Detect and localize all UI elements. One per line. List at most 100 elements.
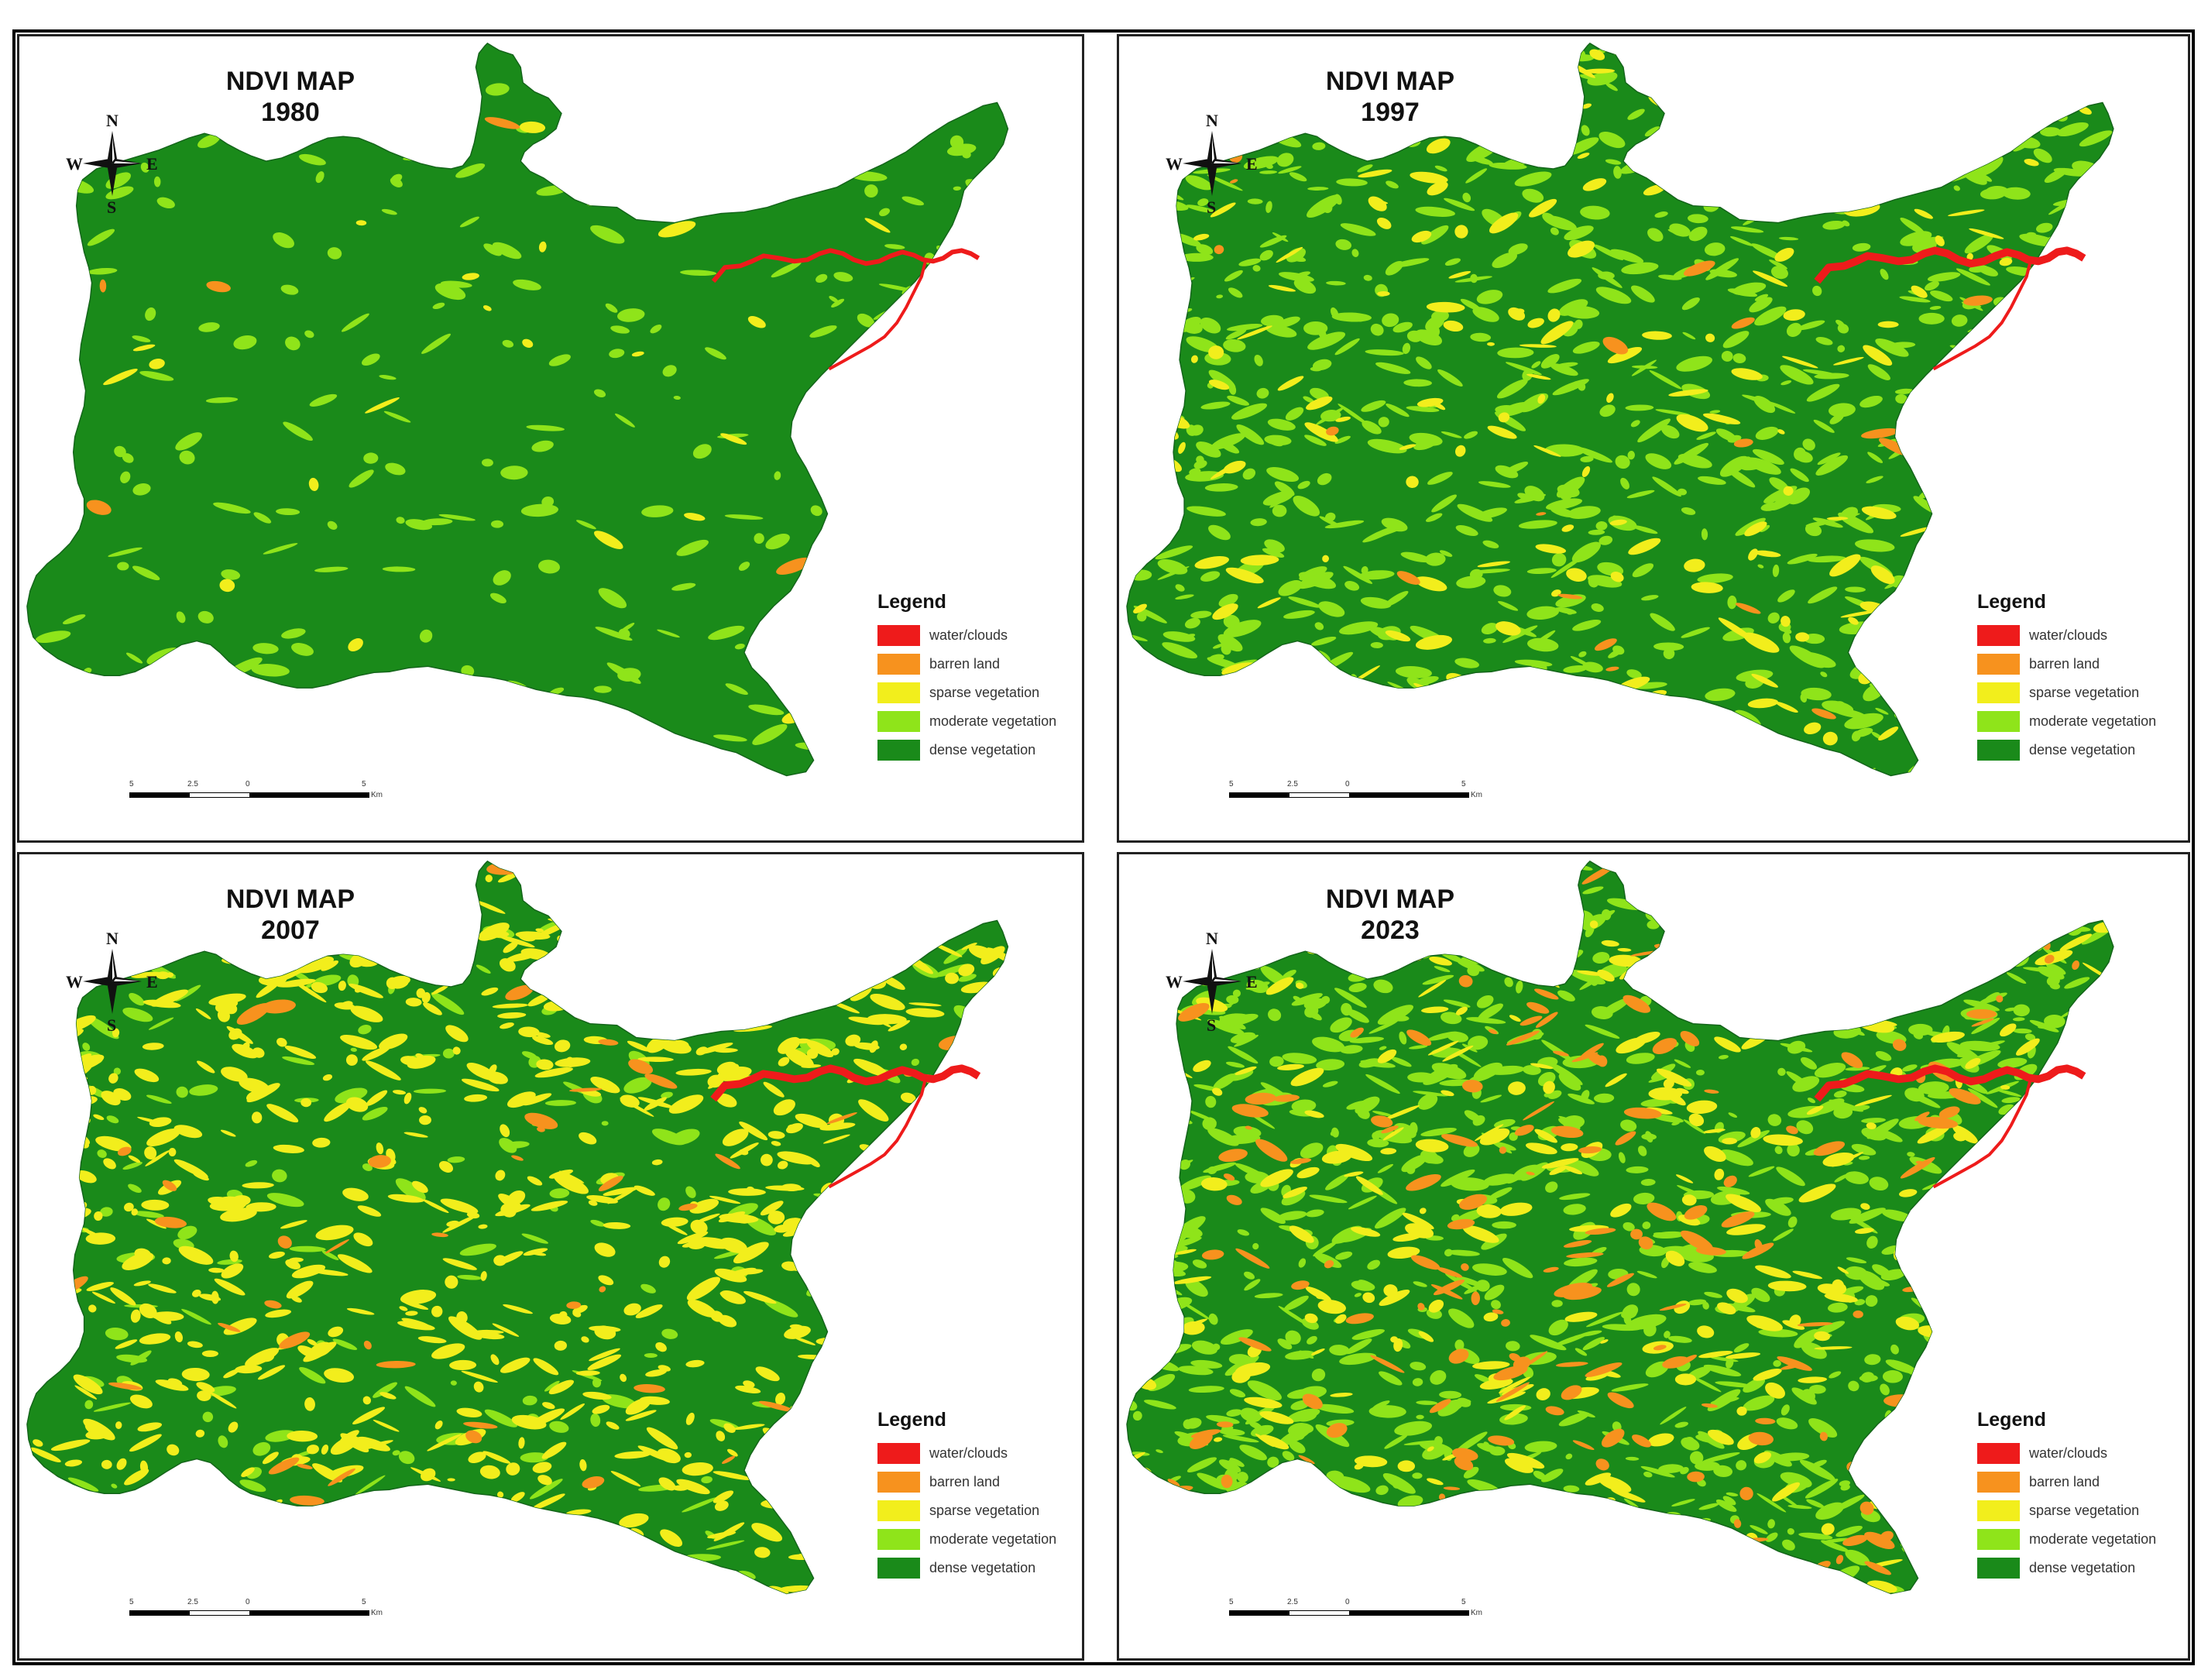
- moderate-vegetation-patch: [1229, 1458, 1245, 1467]
- moderate-vegetation-patch: [1185, 1279, 1208, 1297]
- moderate-vegetation-patch: [484, 1409, 517, 1427]
- moderate-vegetation-patch: [1918, 1256, 1929, 1266]
- sparse-vegetation-patch: [788, 907, 810, 920]
- sparse-vegetation-patch: [1223, 460, 1246, 474]
- sparse-vegetation-patch: [1354, 730, 1367, 742]
- moderate-vegetation-patch: [937, 434, 951, 440]
- moderate-vegetation-patch: [2072, 43, 2088, 48]
- moderate-vegetation-patch: [140, 162, 149, 173]
- sparse-vegetation-patch: [1410, 171, 1448, 184]
- moderate-vegetation-patch: [2077, 1161, 2085, 1167]
- sparse-vegetation-patch: [492, 1323, 520, 1337]
- moderate-vegetation-patch: [1741, 153, 1758, 164]
- moderate-vegetation-patch: [1722, 331, 1750, 349]
- moderate-vegetation-patch: [833, 272, 853, 282]
- sparse-vegetation-patch: [1833, 356, 1864, 366]
- moderate-vegetation-patch: [1582, 1502, 1599, 1512]
- map-year: 2007: [261, 916, 320, 945]
- moderate-vegetation-patch: [1928, 880, 1941, 887]
- moderate-vegetation-patch: [1788, 55, 1808, 64]
- moderate-vegetation-patch: [685, 1186, 696, 1198]
- moderate-vegetation-patch: [455, 163, 486, 178]
- moderate-vegetation-patch: [113, 1067, 122, 1075]
- sparse-vegetation-patch: [1379, 43, 1394, 54]
- sparse-vegetation-patch: [310, 1527, 328, 1534]
- moderate-vegetation-patch: [1137, 612, 1147, 622]
- moderate-vegetation-patch: [1962, 1338, 1988, 1352]
- moderate-vegetation-patch: [840, 939, 871, 947]
- moderate-vegetation-patch: [1127, 483, 1135, 489]
- moderate-vegetation-patch: [1576, 447, 1612, 463]
- moderate-vegetation-patch: [1875, 338, 1909, 357]
- sparse-vegetation-patch: [2087, 1214, 2114, 1234]
- moderate-vegetation-patch: [1846, 1257, 1867, 1264]
- moderate-vegetation-patch: [390, 177, 403, 187]
- moderate-vegetation-patch: [2100, 75, 2114, 84]
- moderate-vegetation-patch: [1384, 590, 1409, 607]
- moderate-vegetation-patch: [878, 283, 916, 292]
- sparse-vegetation-patch: [1399, 444, 1416, 450]
- moderate-vegetation-patch: [831, 1510, 866, 1522]
- sparse-vegetation-patch: [2036, 489, 2070, 503]
- sparse-vegetation-patch: [172, 1475, 180, 1486]
- moderate-vegetation-patch: [1726, 1492, 1739, 1496]
- sparse-vegetation-patch: [1887, 933, 1914, 943]
- sparse-vegetation-patch: [266, 1104, 299, 1123]
- moderate-vegetation-patch: [1484, 1284, 1505, 1300]
- sparse-vegetation-patch: [912, 1163, 942, 1177]
- sparse-vegetation-patch: [341, 1527, 378, 1537]
- sparse-vegetation-patch: [34, 1199, 46, 1208]
- sparse-vegetation-patch: [449, 1359, 477, 1371]
- barren-land-patch: [1214, 245, 1224, 255]
- moderate-vegetation-patch: [1767, 612, 1780, 624]
- moderate-vegetation-patch: [857, 313, 875, 328]
- sparse-vegetation-patch: [50, 1439, 91, 1452]
- moderate-vegetation-patch: [1390, 1056, 1412, 1067]
- moderate-vegetation-patch: [1956, 268, 1990, 286]
- moderate-vegetation-patch: [1886, 1478, 1918, 1484]
- moderate-vegetation-patch: [2033, 417, 2040, 426]
- dense-vegetation-area: [1126, 43, 2114, 777]
- moderate-vegetation-patch: [253, 512, 272, 524]
- moderate-vegetation-patch: [1406, 1525, 1439, 1544]
- sparse-vegetation-patch: [30, 1132, 67, 1144]
- sparse-vegetation-patch: [1921, 1411, 1933, 1425]
- sparse-vegetation-patch: [817, 1199, 833, 1209]
- barren-land-patch: [2110, 1062, 2114, 1070]
- barren-land-patch: [1704, 1089, 1719, 1094]
- sparse-vegetation-patch: [373, 1419, 400, 1432]
- moderate-vegetation-patch: [502, 248, 517, 257]
- sparse-vegetation-patch: [1581, 103, 1592, 109]
- sparse-vegetation-patch: [959, 1222, 970, 1234]
- legend-item: sparse vegetation: [877, 679, 1082, 707]
- moderate-vegetation-patch: [1749, 297, 1773, 313]
- moderate-vegetation-patch: [1267, 1582, 1286, 1594]
- moderate-vegetation-patch: [1767, 1114, 1782, 1126]
- moderate-vegetation-patch: [1208, 1313, 1218, 1325]
- moderate-vegetation-patch: [1570, 1581, 1593, 1589]
- moderate-vegetation-patch: [1619, 1577, 1638, 1584]
- sparse-vegetation-patch: [561, 952, 585, 964]
- sparse-vegetation-patch: [821, 877, 850, 897]
- barren-land-patch: [617, 56, 629, 63]
- sparse-vegetation-patch: [354, 985, 363, 993]
- moderate-vegetation-patch: [1344, 580, 1360, 591]
- moderate-vegetation-patch: [576, 520, 596, 530]
- moderate-vegetation-patch: [1810, 58, 1825, 68]
- sparse-vegetation-patch: [419, 1115, 431, 1125]
- moderate-vegetation-patch: [2031, 1308, 2062, 1320]
- sparse-vegetation-patch: [1774, 248, 1794, 262]
- barren-land-patch: [1733, 1519, 1742, 1528]
- moderate-vegetation-patch: [1358, 570, 1395, 580]
- moderate-vegetation-patch: [1564, 225, 1594, 241]
- barren-land-patch: [1488, 1435, 1515, 1446]
- moderate-vegetation-patch: [849, 739, 858, 748]
- moderate-vegetation-patch: [1413, 438, 1437, 451]
- barren-land-patch: [1993, 1367, 2023, 1377]
- moderate-vegetation-patch: [1720, 934, 1735, 943]
- sparse-vegetation-patch: [149, 1117, 172, 1128]
- barren-land-patch: [1653, 906, 1677, 917]
- sparse-vegetation-patch: [536, 1059, 554, 1070]
- sparse-vegetation-patch: [294, 981, 327, 1003]
- sparse-vegetation-patch: [685, 1359, 705, 1368]
